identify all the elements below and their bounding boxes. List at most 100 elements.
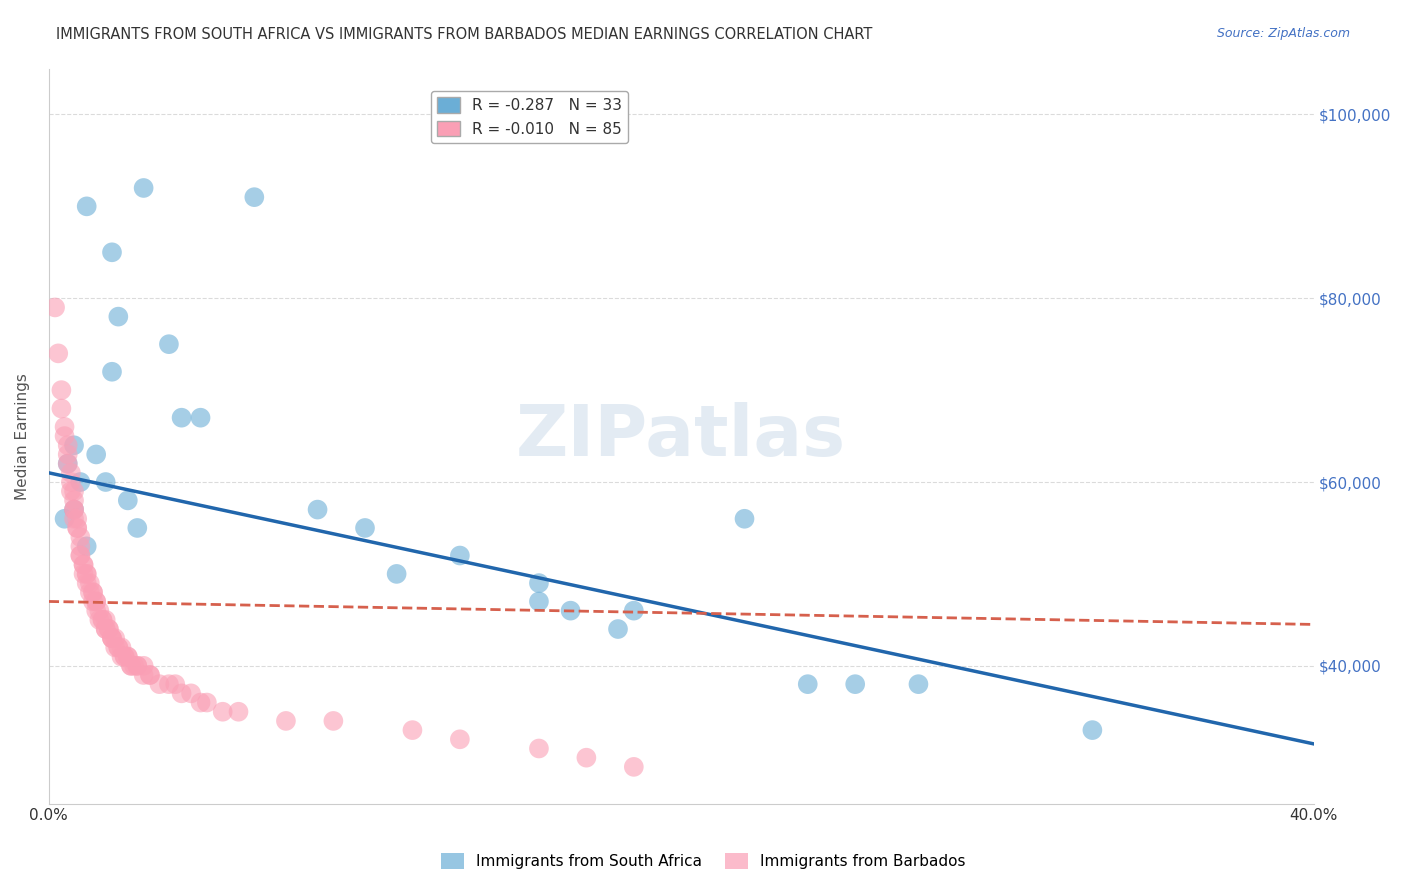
Text: ZIPatlas: ZIPatlas [516,401,846,471]
Point [56,438,79,452]
Point [127,658,149,673]
Point [170,686,193,700]
Point [69,539,91,553]
Point [82,585,104,599]
Point [66,521,89,535]
Point [72,566,94,581]
Point [132,181,155,195]
Point [56,457,79,471]
Text: IMMIGRANTS FROM SOUTH AFRICA VS IMMIGRANTS FROM BARBADOS MEDIAN EARNINGS CORRELA: IMMIGRANTS FROM SOUTH AFRICA VS IMMIGRAN… [56,27,873,42]
Point [59,466,82,480]
Point [734,512,756,526]
Point [97,622,120,636]
Point [139,668,162,682]
Point [76,199,98,213]
Point [101,365,124,379]
Point [117,493,139,508]
Point [623,760,645,774]
Point [101,631,124,645]
Point [84,594,107,608]
Point [401,723,423,738]
Point [623,604,645,618]
Point [122,658,145,673]
Point [110,649,132,664]
Point [94,613,117,627]
Point [575,750,598,764]
Legend: R = -0.287   N = 33, R = -0.010   N = 85: R = -0.287 N = 33, R = -0.010 N = 85 [430,91,628,143]
Point [66,521,89,535]
Point [607,622,630,636]
Point [89,613,111,627]
Point [82,594,104,608]
Point [53,429,76,443]
Point [127,658,149,673]
Point [79,576,101,591]
Point [84,447,107,461]
Point [107,640,129,655]
Point [190,410,212,425]
Point [527,594,550,608]
Point [63,493,86,508]
Point [195,696,218,710]
Point [114,649,136,664]
Point [120,658,142,673]
Point [69,475,91,489]
Point [91,613,114,627]
Point [63,502,86,516]
Point [228,705,250,719]
Point [63,502,86,516]
Point [307,502,329,516]
Point [76,566,98,581]
Point [72,558,94,572]
Point [84,594,107,608]
Point [66,512,89,526]
Point [46,346,69,360]
Point [51,383,73,397]
Point [104,640,127,655]
Point [165,677,187,691]
Point [180,686,202,700]
Point [56,447,79,461]
Point [274,714,297,728]
Point [117,649,139,664]
Point [354,521,377,535]
Point [44,301,66,315]
Point [243,190,266,204]
Point [91,613,114,627]
Point [84,604,107,618]
Point [59,484,82,499]
Point [72,558,94,572]
Point [797,677,820,691]
Point [82,585,104,599]
Point [89,604,111,618]
Point [844,677,866,691]
Point [527,576,550,591]
Point [69,549,91,563]
Point [76,566,98,581]
Point [69,530,91,544]
Point [449,732,471,747]
Point [94,475,117,489]
Point [51,401,73,416]
Point [69,549,91,563]
Point [101,631,124,645]
Point [59,475,82,489]
Point [449,549,471,563]
Point [63,512,86,526]
Point [53,420,76,434]
Point [170,410,193,425]
Point [148,677,170,691]
Point [101,245,124,260]
Point [385,566,408,581]
Point [157,677,180,691]
Point [120,658,142,673]
Point [322,714,344,728]
Point [139,668,162,682]
Point [63,438,86,452]
Point [107,310,129,324]
Point [132,658,155,673]
Point [101,631,124,645]
Point [104,631,127,645]
Point [97,622,120,636]
Point [56,457,79,471]
